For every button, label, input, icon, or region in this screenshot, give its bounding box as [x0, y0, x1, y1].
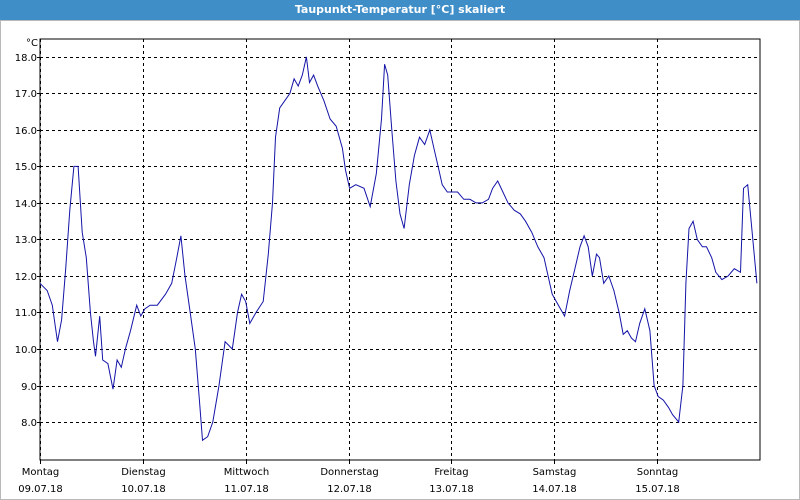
x-tick-day: Freitag [434, 467, 468, 478]
data-line [39, 56, 758, 442]
y-tick-label: 12.0 [15, 272, 37, 283]
x-tick-day: Sonntag [637, 467, 679, 478]
x-tick-date: 14.07.18 [532, 484, 577, 495]
y-tick-label: 8.0 [21, 418, 37, 429]
y-tick-label: 16.0 [15, 126, 37, 137]
x-tick-day: Montag [22, 467, 59, 478]
x-tick-date: 13.07.18 [429, 484, 474, 495]
x-tick-date: 11.07.18 [224, 484, 269, 495]
y-axis-unit: °C [26, 38, 38, 49]
y-tick-label: 11.0 [15, 308, 37, 319]
x-tick-day: Dienstag [121, 467, 166, 478]
x-tick-day: Donnerstag [320, 467, 378, 478]
y-tick-label: 13.0 [15, 235, 37, 246]
x-tick-date: 12.07.18 [327, 484, 372, 495]
y-tick-label: 15.0 [15, 162, 37, 173]
y-tick-label: 14.0 [15, 199, 37, 210]
x-tick-date: 09.07.18 [18, 484, 63, 495]
x-tick-day: Samstag [533, 467, 577, 478]
x-tick-date: 15.07.18 [635, 484, 680, 495]
plot-frame [39, 38, 761, 461]
y-tick-label: 17.0 [15, 89, 37, 100]
x-tick-date: 10.07.18 [121, 484, 166, 495]
y-tick-label: 18.0 [15, 53, 37, 64]
x-tick-day: Mittwoch [224, 467, 269, 478]
y-tick-label: 9.0 [21, 382, 37, 393]
y-tick-label: 10.0 [15, 345, 37, 356]
chart-title: Taupunkt-Temperatur [°C] skaliert [0, 0, 800, 20]
